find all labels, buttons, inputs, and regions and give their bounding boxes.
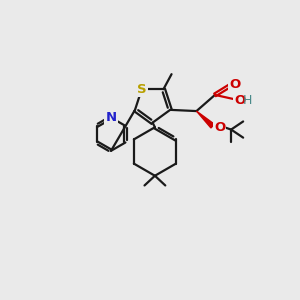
Text: O: O: [230, 78, 241, 91]
Text: O: O: [234, 94, 245, 107]
Polygon shape: [196, 111, 214, 128]
Text: S: S: [137, 83, 146, 96]
Text: O: O: [214, 121, 225, 134]
Text: N: N: [106, 111, 117, 124]
Text: H: H: [243, 94, 253, 107]
